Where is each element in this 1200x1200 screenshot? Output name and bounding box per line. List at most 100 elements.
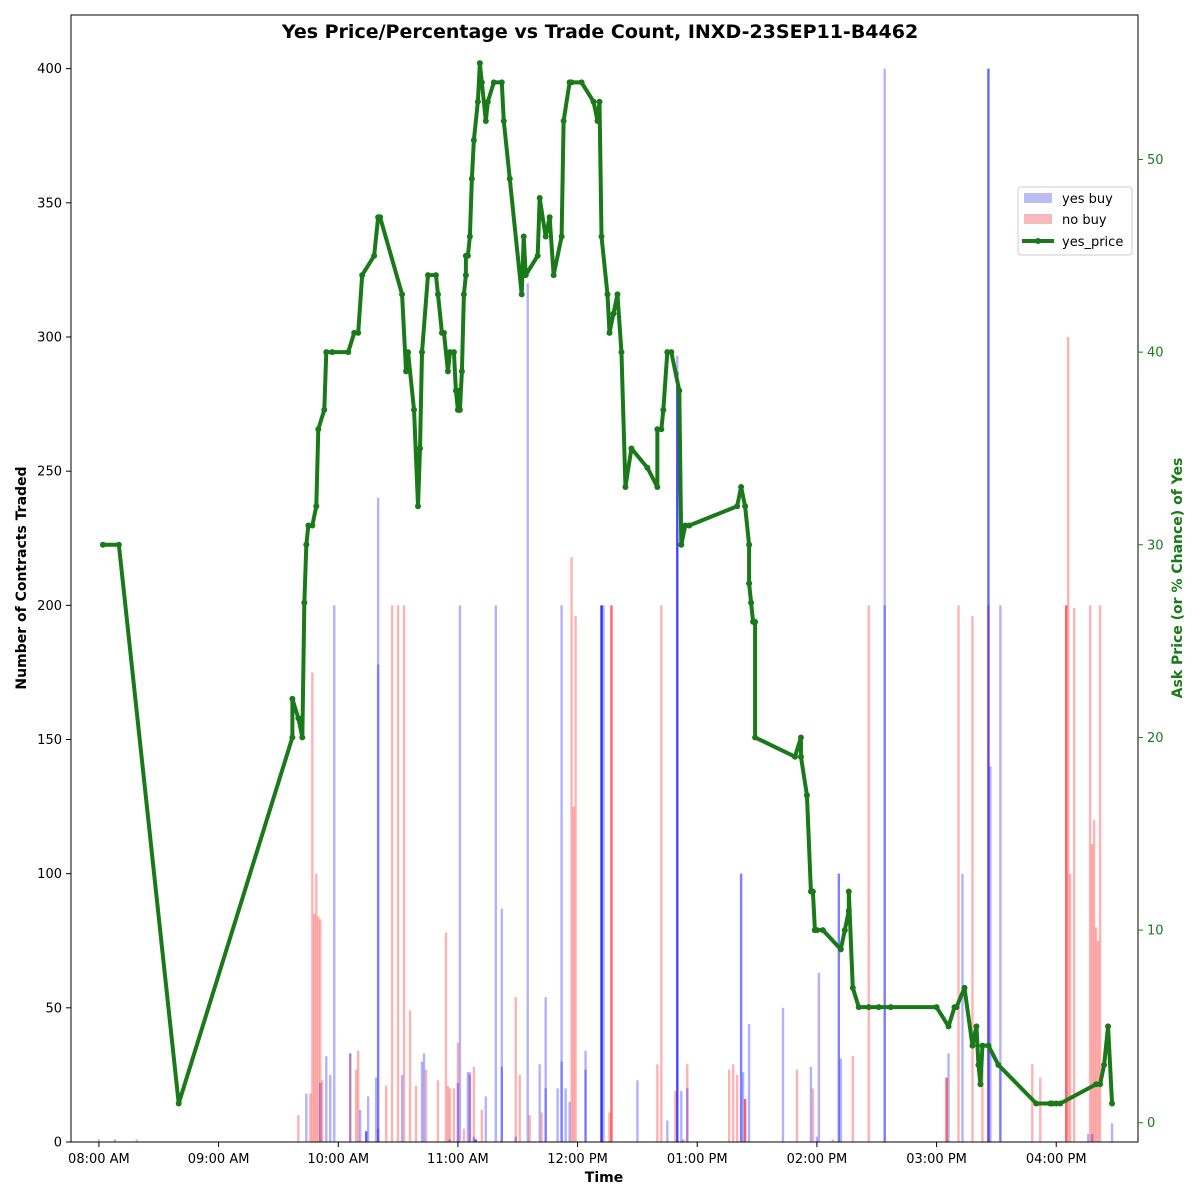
yes-price-point: [945, 1023, 952, 1030]
no-buy-bar: [867, 605, 870, 1142]
x-tick-label: 03:00 PM: [906, 1152, 967, 1167]
no-buy-bar: [570, 557, 573, 1142]
yes-price-point: [590, 98, 597, 105]
yes-price-point: [734, 503, 741, 510]
yes-price-point: [979, 1042, 986, 1049]
no-buy-bar: [540, 1112, 543, 1142]
yes-price-point: [618, 349, 625, 356]
yes-price-point: [323, 349, 330, 356]
yes-price-point: [598, 233, 605, 240]
no-buy-bar: [319, 919, 322, 1142]
yes-price-point: [399, 291, 406, 298]
yes-buy-bar: [500, 908, 503, 1142]
yes-buy-bar: [349, 1053, 352, 1142]
no-buy-bar: [528, 1115, 531, 1142]
yes-buy-bar: [883, 68, 886, 1142]
yes-price-point: [953, 1004, 960, 1011]
yes-price-point: [738, 483, 745, 490]
yes-buy-bar: [358, 1109, 362, 1142]
yes-buy-bar: [556, 1088, 559, 1142]
yes-price-point: [309, 522, 316, 529]
no-buy-bar: [480, 1109, 484, 1142]
bars-layer: [97, 68, 1114, 1143]
x-tick-label: 11:00 AM: [427, 1152, 489, 1167]
y-right-tick-label: 40: [1147, 346, 1164, 361]
yes-price-point: [797, 734, 804, 741]
yes-price-point: [658, 426, 665, 433]
yes-buy-bar: [999, 605, 1002, 1142]
legend-label-no-buy: no buy: [1062, 213, 1107, 228]
yes-price-point: [841, 927, 848, 934]
yes-price-point: [462, 272, 469, 279]
yes-buy-bar: [739, 873, 743, 1142]
yes-price-point: [518, 291, 525, 298]
yes-price-point: [961, 984, 968, 991]
yes-price-point: [534, 252, 541, 259]
yes-price-point: [686, 522, 693, 529]
no-buy-bar: [446, 1085, 450, 1142]
no-buy-bar: [349, 1053, 352, 1142]
no-buy-bar: [731, 1064, 735, 1142]
no-buy-bar: [1031, 1064, 1034, 1142]
yes-buy-bar: [484, 1096, 488, 1142]
yes-buy-bar: [809, 1066, 813, 1142]
yes-price-point: [415, 503, 422, 510]
yes-price-point: [468, 175, 475, 182]
no-buy-bar: [396, 605, 400, 1142]
yes-buy-bar: [781, 1007, 785, 1142]
no-buy-bar: [735, 1074, 739, 1142]
y-left-tick-label: 50: [45, 1001, 62, 1016]
yes-buy-bar: [1090, 1133, 1094, 1142]
y-left-tick-label: 400: [37, 62, 62, 77]
yes-buy-bar: [456, 1082, 460, 1142]
yes-price-point: [303, 541, 310, 548]
yes-price-point: [644, 464, 651, 471]
y-left-tick-label: 300: [37, 331, 62, 346]
yes-buy-bar: [999, 1066, 1002, 1142]
yes-buy-bar: [500, 1066, 503, 1142]
no-buy-bar: [795, 1069, 799, 1142]
yes-buy-bar: [526, 283, 529, 1143]
yes-price-point: [289, 734, 296, 741]
yes-price-point: [115, 541, 122, 548]
axes-layer: 0 50 100 150 200 250 300 350 400 0 10 20 30 40 50 08:00…: [37, 62, 1163, 1167]
yes-price-point: [578, 79, 585, 86]
yes-price-point: [434, 291, 441, 298]
x-tick-label: 09:00 AM: [188, 1152, 250, 1167]
yes-buy-bar: [989, 766, 992, 1142]
yes-buy-bar: [366, 1096, 370, 1142]
yes-price-point: [1109, 1100, 1116, 1107]
yes-price-point: [474, 98, 481, 105]
yes-buy-bar: [305, 1093, 308, 1142]
yes-buy-bar: [636, 1080, 639, 1142]
no-buy-bar: [436, 1080, 440, 1142]
no-buy-bar: [945, 1077, 948, 1142]
x-tick-label: 08:00 AM: [68, 1152, 130, 1167]
yes-price-point: [1101, 1061, 1108, 1068]
no-buy-bar: [311, 672, 314, 1142]
no-buy-bar: [444, 932, 448, 1142]
yes-buy-bar: [113, 1139, 117, 1142]
yes-buy-bar: [1110, 1123, 1114, 1142]
y-right-tick-label: 50: [1147, 153, 1164, 168]
yes-buy-bar: [817, 972, 821, 1142]
no-buy-bar: [811, 1088, 815, 1142]
no-buy-bar: [390, 605, 394, 1142]
yes-buy-bar: [883, 605, 886, 1142]
yes-price-point: [355, 329, 362, 336]
plot-frame: [70, 14, 1139, 1143]
yes-price-point: [803, 792, 810, 799]
yes-price-point: [845, 907, 852, 914]
legend-swatch-no-buy: [1024, 214, 1052, 224]
yes-price-point: [542, 233, 549, 240]
yes-price-point: [377, 214, 384, 221]
yes-price-point: [417, 445, 424, 452]
yes-buy-bar: [544, 997, 547, 1142]
yes-price-point: [791, 753, 798, 760]
no-buy-bar: [727, 1069, 731, 1142]
yes-buy-bar: [584, 1050, 587, 1142]
yes-buy-bar: [568, 1101, 571, 1142]
yes-price-point: [875, 1004, 882, 1011]
no-buy-bar: [660, 605, 663, 1142]
x-axis-title: Time: [585, 1170, 623, 1186]
